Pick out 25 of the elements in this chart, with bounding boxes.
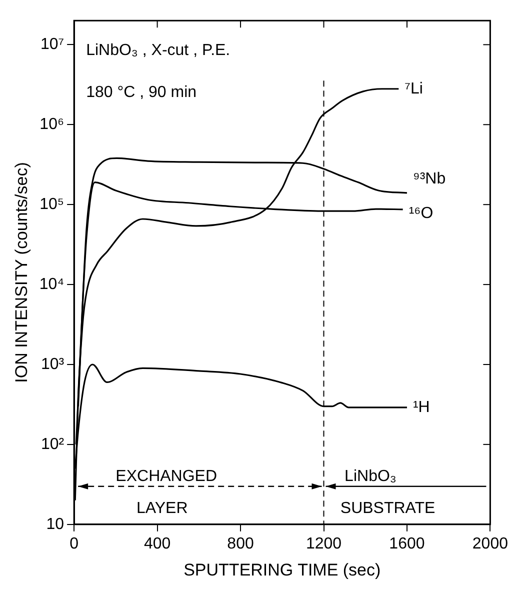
- y-axis-title: ION INTENSITY (counts/sec): [12, 162, 31, 383]
- annotation: LiNbO₃ , X-cut , P.E.: [86, 42, 230, 60]
- series-label: ⁹³Nb: [412, 170, 446, 188]
- annotation: LAYER: [136, 500, 188, 517]
- x-tick-label: 1600: [389, 535, 425, 552]
- x-axis-title: SPUTTERING TIME (sec): [184, 560, 381, 580]
- y-tick-label: 10²: [40, 436, 65, 453]
- series-label: ¹H: [412, 398, 430, 416]
- y-tick-label: 10: [46, 516, 64, 533]
- y-tick-label: 10⁷: [40, 36, 64, 54]
- x-tick-label: 400: [144, 535, 171, 552]
- x-tick-label: 800: [227, 535, 254, 552]
- annotation: 180 °C , 90 min: [86, 84, 197, 102]
- y-tick-label: 10⁵: [40, 196, 64, 213]
- annotation: EXCHANGED: [116, 468, 218, 485]
- y-tick-label: 10³: [40, 356, 65, 373]
- annotation: LiNbO₃: [344, 468, 396, 485]
- y-tick-label: 10⁴: [39, 276, 64, 293]
- series-label: ⁷Li: [404, 80, 423, 98]
- x-tick-label: 0: [70, 535, 79, 552]
- x-tick-label: 1200: [306, 535, 342, 552]
- series-label: ¹⁶O: [408, 204, 434, 222]
- x-tick-label: 2000: [472, 535, 508, 552]
- annotation: SUBSTRATE: [340, 500, 436, 517]
- y-tick-label: 10⁶: [40, 116, 64, 134]
